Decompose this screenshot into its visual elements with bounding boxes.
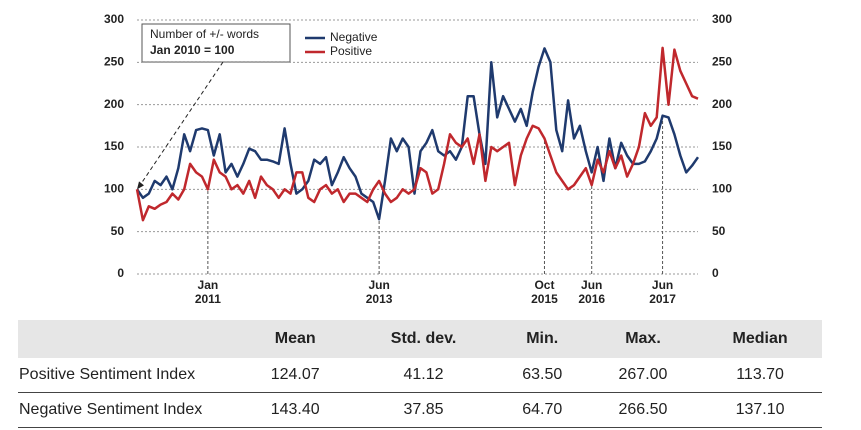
table-cell: 143.40 — [240, 392, 351, 428]
y-tick-label: 200 — [104, 97, 124, 111]
annotation-arrow — [139, 61, 224, 186]
header-cell: Min. — [496, 320, 588, 358]
table-cell: 137.10 — [698, 392, 822, 428]
arrow-head — [137, 181, 144, 190]
y-tick-label: 150 — [104, 139, 124, 153]
y-tick-label: 100 — [104, 182, 124, 196]
x-tick-label: Oct 2015 — [531, 278, 558, 306]
stats-table: Mean Std. dev. Min. Max. Median Positive Sen… — [18, 320, 822, 428]
series-line — [135, 46, 699, 222]
row-label: Positive Sentiment Index — [18, 358, 240, 393]
header-cell: Max. — [587, 320, 699, 358]
table-cell: 37.85 — [350, 392, 497, 428]
annotation-text: Jan 2010 = 100 — [150, 43, 235, 57]
header-cell: Std. dev. — [350, 320, 497, 358]
table-cell: 113.70 — [698, 358, 822, 393]
header-cell: Mean — [240, 320, 351, 358]
chart: Number of +/- words Jan 2010 = 100 0 50 10… — [104, 12, 732, 280]
y2-tick-label: 50 — [712, 224, 726, 238]
header-cell — [18, 320, 240, 358]
x-tick-label: Jun 2017 — [649, 278, 676, 306]
header-cell: Median — [698, 320, 822, 358]
y2-tick-label: 100 — [712, 182, 732, 196]
y2-tick-label: 200 — [712, 97, 732, 111]
table-cell: 63.50 — [496, 358, 588, 393]
y2-tick-label: 250 — [712, 55, 732, 69]
legend-label: Negative — [330, 30, 378, 44]
table-cell: 124.07 — [240, 358, 351, 393]
y-tick-label: 250 — [104, 55, 124, 69]
y2-tick-label: 0 — [712, 266, 719, 280]
x-tick-label: Jan 2011 — [194, 278, 221, 306]
x-tick-label: Jun 2016 — [578, 278, 606, 306]
legend-label: Positive — [330, 44, 372, 58]
y-tick-label: 0 — [117, 266, 124, 280]
table-cell: 64.70 — [496, 392, 588, 428]
y-tick-label: 300 — [104, 12, 124, 26]
y2-tick-label: 150 — [712, 139, 732, 153]
table-row: Negative Sentiment Index 143.40 37.85 64.70… — [18, 392, 822, 428]
y-tick-label: 50 — [111, 224, 125, 238]
table-cell: 41.12 — [350, 358, 497, 393]
annotation-box — [141, 23, 291, 63]
row-label: Negative Sentiment Index — [18, 392, 240, 428]
table-cell: 266.50 — [587, 392, 699, 428]
table-row: Positive Sentiment Index 124.07 41.12 63.50… — [18, 358, 822, 393]
y2-tick-label: 300 — [712, 12, 732, 26]
annotation-text: Number of +/- words — [150, 27, 259, 41]
series-line — [135, 47, 700, 221]
header-row: Mean Std. dev. Min. Max. Median — [18, 320, 822, 358]
x-tick-label: Jun 2013 — [365, 278, 393, 306]
table-cell: 267.00 — [587, 358, 699, 393]
